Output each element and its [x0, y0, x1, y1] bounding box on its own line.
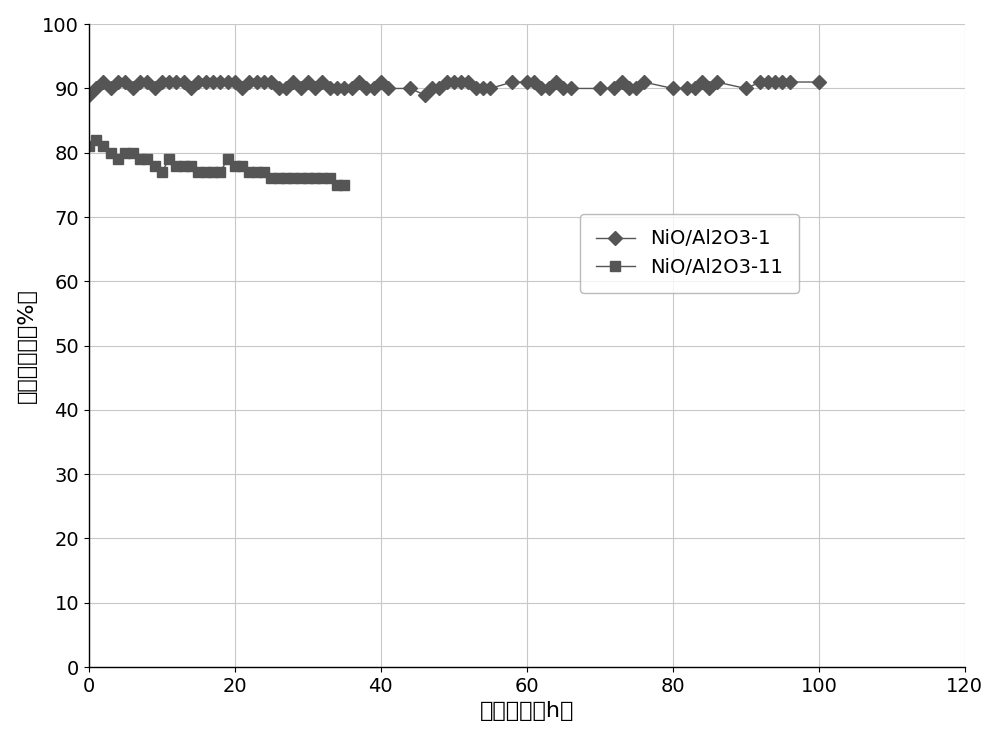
- NiO/Al2O3-11: [338, 181, 350, 190]
- Line: NiO/Al2O3-1: NiO/Al2O3-1: [84, 77, 824, 100]
- NiO/Al2O3-1: [484, 84, 496, 93]
- NiO/Al2O3-11: [192, 168, 204, 176]
- NiO/Al2O3-11: [112, 155, 124, 164]
- NiO/Al2O3-11: [134, 155, 146, 164]
- NiO/Al2O3-11: [90, 136, 102, 145]
- NiO/Al2O3-1: [462, 77, 474, 86]
- Legend: NiO/Al2O3-1, NiO/Al2O3-11: NiO/Al2O3-1, NiO/Al2O3-11: [580, 214, 799, 293]
- NiO/Al2O3-11: [149, 161, 161, 170]
- NiO/Al2O3-11: [222, 155, 234, 164]
- NiO/Al2O3-1: [703, 84, 715, 93]
- Line: NiO/Al2O3-11: NiO/Al2O3-11: [84, 135, 349, 190]
- NiO/Al2O3-11: [280, 174, 292, 183]
- NiO/Al2O3-11: [251, 168, 263, 176]
- NiO/Al2O3-11: [316, 174, 328, 183]
- NiO/Al2O3-1: [83, 91, 95, 100]
- NiO/Al2O3-11: [127, 148, 139, 157]
- NiO/Al2O3-11: [207, 168, 219, 176]
- NiO/Al2O3-11: [105, 148, 117, 157]
- NiO/Al2O3-11: [141, 155, 153, 164]
- NiO/Al2O3-11: [287, 174, 299, 183]
- NiO/Al2O3-11: [331, 181, 343, 190]
- NiO/Al2O3-11: [119, 148, 131, 157]
- NiO/Al2O3-11: [156, 168, 168, 176]
- NiO/Al2O3-11: [170, 161, 182, 170]
- NiO/Al2O3-11: [324, 174, 336, 183]
- X-axis label: 反应时间（h）: 反应时间（h）: [480, 701, 574, 721]
- NiO/Al2O3-11: [265, 174, 277, 183]
- NiO/Al2O3-1: [97, 77, 109, 86]
- NiO/Al2O3-11: [309, 174, 321, 183]
- NiO/Al2O3-1: [528, 77, 540, 86]
- NiO/Al2O3-11: [185, 161, 197, 170]
- NiO/Al2O3-11: [273, 174, 285, 183]
- NiO/Al2O3-11: [200, 168, 212, 176]
- NiO/Al2O3-11: [302, 174, 314, 183]
- NiO/Al2O3-11: [83, 142, 95, 151]
- NiO/Al2O3-1: [346, 84, 358, 93]
- NiO/Al2O3-11: [243, 168, 255, 176]
- NiO/Al2O3-11: [258, 168, 270, 176]
- NiO/Al2O3-11: [178, 161, 190, 170]
- NiO/Al2O3-11: [163, 155, 175, 164]
- NiO/Al2O3-11: [214, 168, 226, 176]
- NiO/Al2O3-11: [295, 174, 307, 183]
- NiO/Al2O3-11: [97, 142, 109, 151]
- NiO/Al2O3-1: [813, 77, 825, 86]
- Y-axis label: 甲烷转化率（%）: 甲烷转化率（%）: [17, 288, 37, 403]
- NiO/Al2O3-1: [455, 77, 467, 86]
- NiO/Al2O3-11: [236, 161, 248, 170]
- NiO/Al2O3-11: [229, 161, 241, 170]
